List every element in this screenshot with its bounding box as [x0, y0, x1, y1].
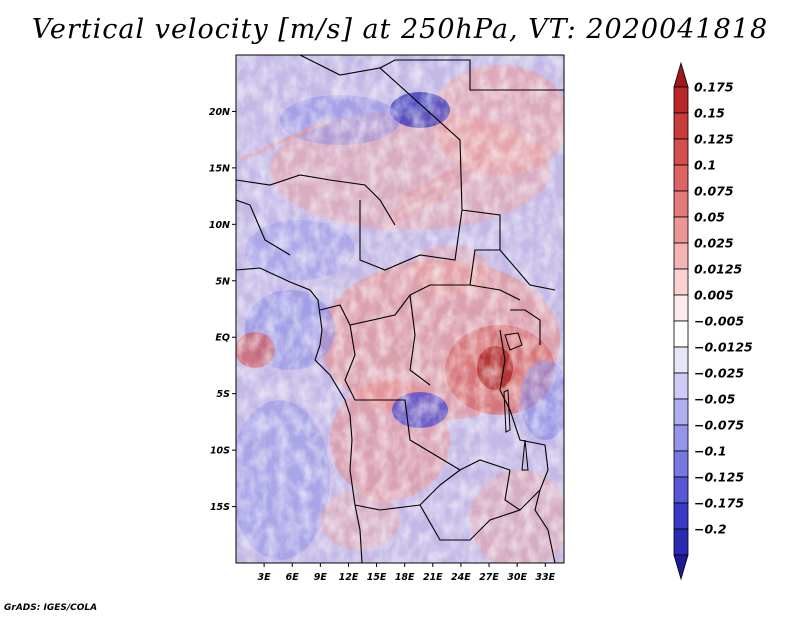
country-borders: [236, 55, 564, 563]
colorbar-bottom-arrow: [673, 554, 689, 581]
colorbar-label: −0.175: [694, 496, 744, 511]
longitude-axis: 3E 6E 9E 12E 15E 18E 21E 24E 27E 30E 33E: [258, 563, 556, 583]
lon-tick-label: 3E: [258, 572, 272, 583]
colorbar-label: −0.075: [694, 418, 744, 433]
colorbar-top-arrow: [673, 61, 689, 88]
colorbar-label: 0.125: [694, 132, 734, 147]
colorbar-swatch: [673, 502, 689, 530]
latitude-axis: 20N 15N 10N 5N EQ 5S 10S 15S: [209, 107, 236, 513]
grads-credit: GrADS: IGES/COLA: [4, 603, 98, 613]
map-title: Vertical velocity [m/s] at 250hPa, VT: 2…: [31, 14, 769, 45]
colorbar-swatch: [673, 190, 689, 218]
colorbar-swatch: [673, 372, 689, 400]
colorbar-swatch: [673, 216, 689, 244]
colorbar-label: −0.2: [694, 522, 727, 537]
lon-tick-label: 9E: [314, 572, 328, 583]
lon-tick-label: 30E: [507, 572, 527, 583]
colorbar-label: 0.0125: [694, 262, 743, 277]
colorbar-swatch: [673, 450, 689, 478]
lat-tick-label: EQ: [215, 333, 230, 344]
colorbar-label: 0.05: [694, 210, 725, 225]
lon-tick-label: 15E: [367, 572, 387, 583]
colorbar-label: 0.15: [694, 106, 725, 121]
lat-tick-label: 5N: [215, 276, 230, 287]
lon-tick-label: 33E: [535, 572, 555, 583]
colorbar-label: 0.005: [694, 288, 734, 303]
lon-tick-label: 12E: [339, 572, 359, 583]
colorbar-label: 0.025: [694, 236, 734, 251]
colorbar-swatch: [673, 242, 689, 270]
map-frame: [235, 54, 565, 564]
lon-tick-label: 21E: [423, 572, 443, 583]
colorbar-label: −0.005: [694, 314, 744, 329]
colorbar-swatch: [673, 112, 689, 140]
colorbar-label: −0.1: [694, 444, 727, 459]
colorbar-label: 0.075: [694, 184, 734, 199]
colorbar-swatch: [673, 164, 689, 192]
colorbar-label: −0.0125: [694, 340, 753, 355]
colorbar-swatch: [673, 476, 689, 504]
lakes: [503, 332, 529, 471]
lon-tick-label: 24E: [451, 572, 471, 583]
colorbar-swatch: [673, 294, 689, 322]
vertical-velocity-field: [236, 55, 564, 563]
colorbar-swatch: [673, 138, 689, 166]
colorbar-swatch: [673, 528, 689, 556]
colorbar-swatch: [673, 268, 689, 296]
lat-tick-label: 15N: [209, 163, 230, 174]
lon-tick-label: 6E: [286, 572, 300, 583]
colorbar-swatch: [673, 86, 689, 114]
colorbar-label: −0.05: [694, 392, 736, 407]
colorbar-label: 0.1: [694, 158, 716, 173]
colorbar: 0.175 0.15 0.125 0.1 0.075 0.05 0.025 0.0125 0.0…: [673, 61, 753, 581]
lat-tick-label: 10N: [209, 220, 230, 231]
colorbar-label: −0.125: [694, 470, 744, 485]
colorbar-swatch: [673, 398, 689, 426]
lon-tick-label: 18E: [395, 572, 415, 583]
lon-tick-label: 27E: [479, 572, 499, 583]
lat-tick-label: 20N: [209, 107, 230, 118]
colorbar-label: −0.025: [694, 366, 744, 381]
colorbar-swatch: [673, 320, 689, 348]
colorbar-swatch: [673, 346, 689, 374]
colorbar-label: 0.175: [694, 80, 734, 95]
lat-tick-label: 10S: [210, 446, 230, 457]
lat-tick-label: 5S: [217, 389, 231, 400]
lat-tick-label: 15S: [210, 502, 230, 513]
colorbar-swatch: [673, 424, 689, 452]
